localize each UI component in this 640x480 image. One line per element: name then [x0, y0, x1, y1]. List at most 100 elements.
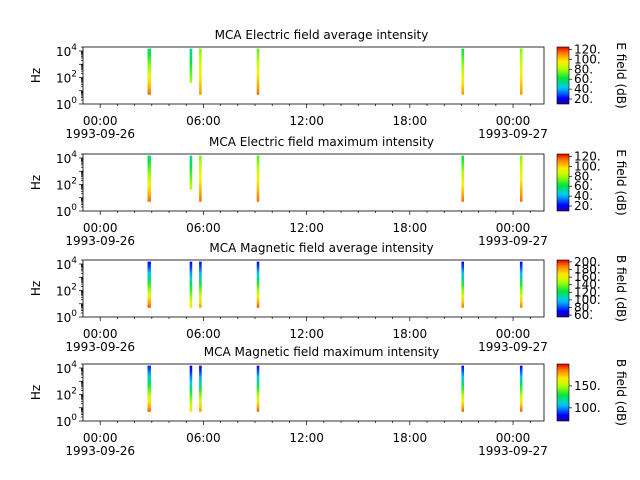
plot-frame	[82, 46, 545, 105]
x-tick-label: 06:00	[186, 114, 221, 128]
x-tick-label: 12:00	[289, 327, 324, 341]
panel-title: MCA Electric field average intensity	[215, 28, 429, 42]
colorbar-tick-label: 200.	[574, 255, 601, 269]
data-stripe	[147, 261, 151, 308]
colorbar-tick-label: 140.	[574, 278, 601, 292]
data-stripe	[461, 48, 465, 95]
data-stripe	[189, 261, 193, 308]
colorbar-tick-label: 100.	[574, 52, 601, 66]
data-stripe	[147, 48, 151, 95]
data-stripe	[189, 365, 193, 412]
data-stripe	[461, 155, 465, 202]
x-tick-label: 00:00	[83, 431, 118, 445]
colorbar-tick-label: 120.	[574, 149, 601, 163]
y-tick-label: 100	[56, 309, 77, 325]
data-stripe	[461, 365, 465, 412]
data-stripe	[199, 261, 202, 308]
y-axis-label: Hz	[29, 68, 43, 83]
colorbar-tick-label: 100.	[574, 159, 601, 173]
data-stripe	[519, 48, 523, 95]
colorbar-tick-label: 80.	[574, 169, 593, 183]
panel-title: MCA Magnetic field maximum intensity	[204, 345, 440, 359]
x-tick-label: 18:00	[393, 114, 428, 128]
x-tick-label: 00:00	[496, 431, 531, 445]
y-tick-label: 104	[56, 360, 77, 376]
colorbar-tick-label: 20.	[574, 92, 593, 106]
colorbar-tick-label: 60.	[574, 72, 593, 86]
data-stripe	[147, 155, 151, 202]
colorbar	[556, 46, 570, 105]
colorbar-tick-label: 180.	[574, 263, 601, 277]
data-stripe	[147, 365, 151, 412]
data-stripe	[189, 48, 193, 83]
panel-title: MCA Magnetic field average intensity	[209, 241, 433, 255]
data-stripe	[519, 261, 523, 308]
y-tick-label: 100	[56, 96, 77, 112]
y-tick-label: 104	[56, 43, 77, 59]
x-tick-label: 06:00	[186, 327, 221, 341]
x-tick-date: 1993-09-27	[478, 340, 548, 354]
colorbar-tick-label: 20.	[574, 199, 593, 213]
y-tick-label: 100	[56, 413, 77, 429]
x-tick-label: 12:00	[289, 114, 324, 128]
colorbar	[556, 363, 570, 422]
x-tick-label: 00:00	[496, 327, 531, 341]
panel-3: MCA Magnetic field average intensity 100 1…	[29, 241, 628, 354]
colorbar-label: B field (dB)	[614, 255, 628, 322]
x-tick-label: 00:00	[496, 221, 531, 235]
x-tick-label: 18:00	[393, 221, 428, 235]
x-tick-date: 1993-09-27	[478, 127, 548, 141]
colorbar	[556, 153, 570, 212]
x-tick-label: 12:00	[289, 431, 324, 445]
panel-title: MCA Electric field maximum intensity	[209, 135, 434, 149]
y-tick-label: 100	[56, 203, 77, 219]
colorbar-tick-label: 40.	[574, 82, 593, 96]
panel-4: MCA Magnetic field maximum intensity 100 1…	[29, 345, 628, 458]
colorbar-tick-label: 40.	[574, 189, 593, 203]
y-tick-label: 102	[56, 386, 77, 402]
x-tick-label: 12:00	[289, 221, 324, 235]
y-axis-label: Hz	[29, 175, 43, 190]
colorbar-tick-label: 120.	[574, 285, 601, 299]
x-tick-label: 00:00	[83, 221, 118, 235]
x-tick-label: 00:00	[83, 114, 118, 128]
data-stripe	[199, 155, 202, 202]
plot-frame	[82, 153, 545, 212]
colorbar-tick-label: 100.	[574, 401, 601, 415]
colorbar-tick-label: 60.	[574, 179, 593, 193]
data-stripe	[519, 155, 523, 202]
colorbar-label: E field (dB)	[614, 42, 628, 108]
data-stripe	[256, 261, 260, 308]
colorbar-label: B field (dB)	[614, 359, 628, 426]
colorbar-tick-label: 150.	[574, 379, 601, 393]
y-axis-label: Hz	[29, 281, 43, 296]
data-stripe	[256, 48, 260, 95]
colorbar-tick-label: 160.	[574, 270, 601, 284]
y-tick-label: 104	[56, 150, 77, 166]
x-tick-date: 1993-09-26	[65, 340, 135, 354]
y-tick-label: 102	[56, 282, 77, 298]
colorbar	[556, 259, 570, 318]
x-tick-label: 18:00	[393, 431, 428, 445]
x-tick-label: 18:00	[393, 327, 428, 341]
colorbar-tick-label: 60.	[574, 308, 593, 322]
data-stripe	[519, 365, 523, 412]
plot-frame	[82, 259, 545, 318]
colorbar-tick-label: 80.	[574, 301, 593, 315]
x-tick-label: 06:00	[186, 431, 221, 445]
colorbar-tick-label: 120.	[574, 42, 601, 56]
panel-2: MCA Electric field maximum intensity 100 1…	[29, 135, 628, 248]
x-tick-date: 1993-09-26	[65, 444, 135, 458]
x-tick-label: 00:00	[83, 327, 118, 341]
x-tick-date: 1993-09-26	[65, 127, 135, 141]
x-tick-label: 06:00	[186, 221, 221, 235]
data-stripe	[199, 48, 202, 95]
data-stripe	[256, 155, 260, 202]
data-stripe	[461, 261, 465, 308]
data-stripe	[189, 155, 193, 190]
plot-frame	[82, 363, 545, 422]
y-axis-label: Hz	[29, 385, 43, 400]
colorbar-tick-label: 80.	[574, 62, 593, 76]
y-tick-label: 102	[56, 176, 77, 192]
